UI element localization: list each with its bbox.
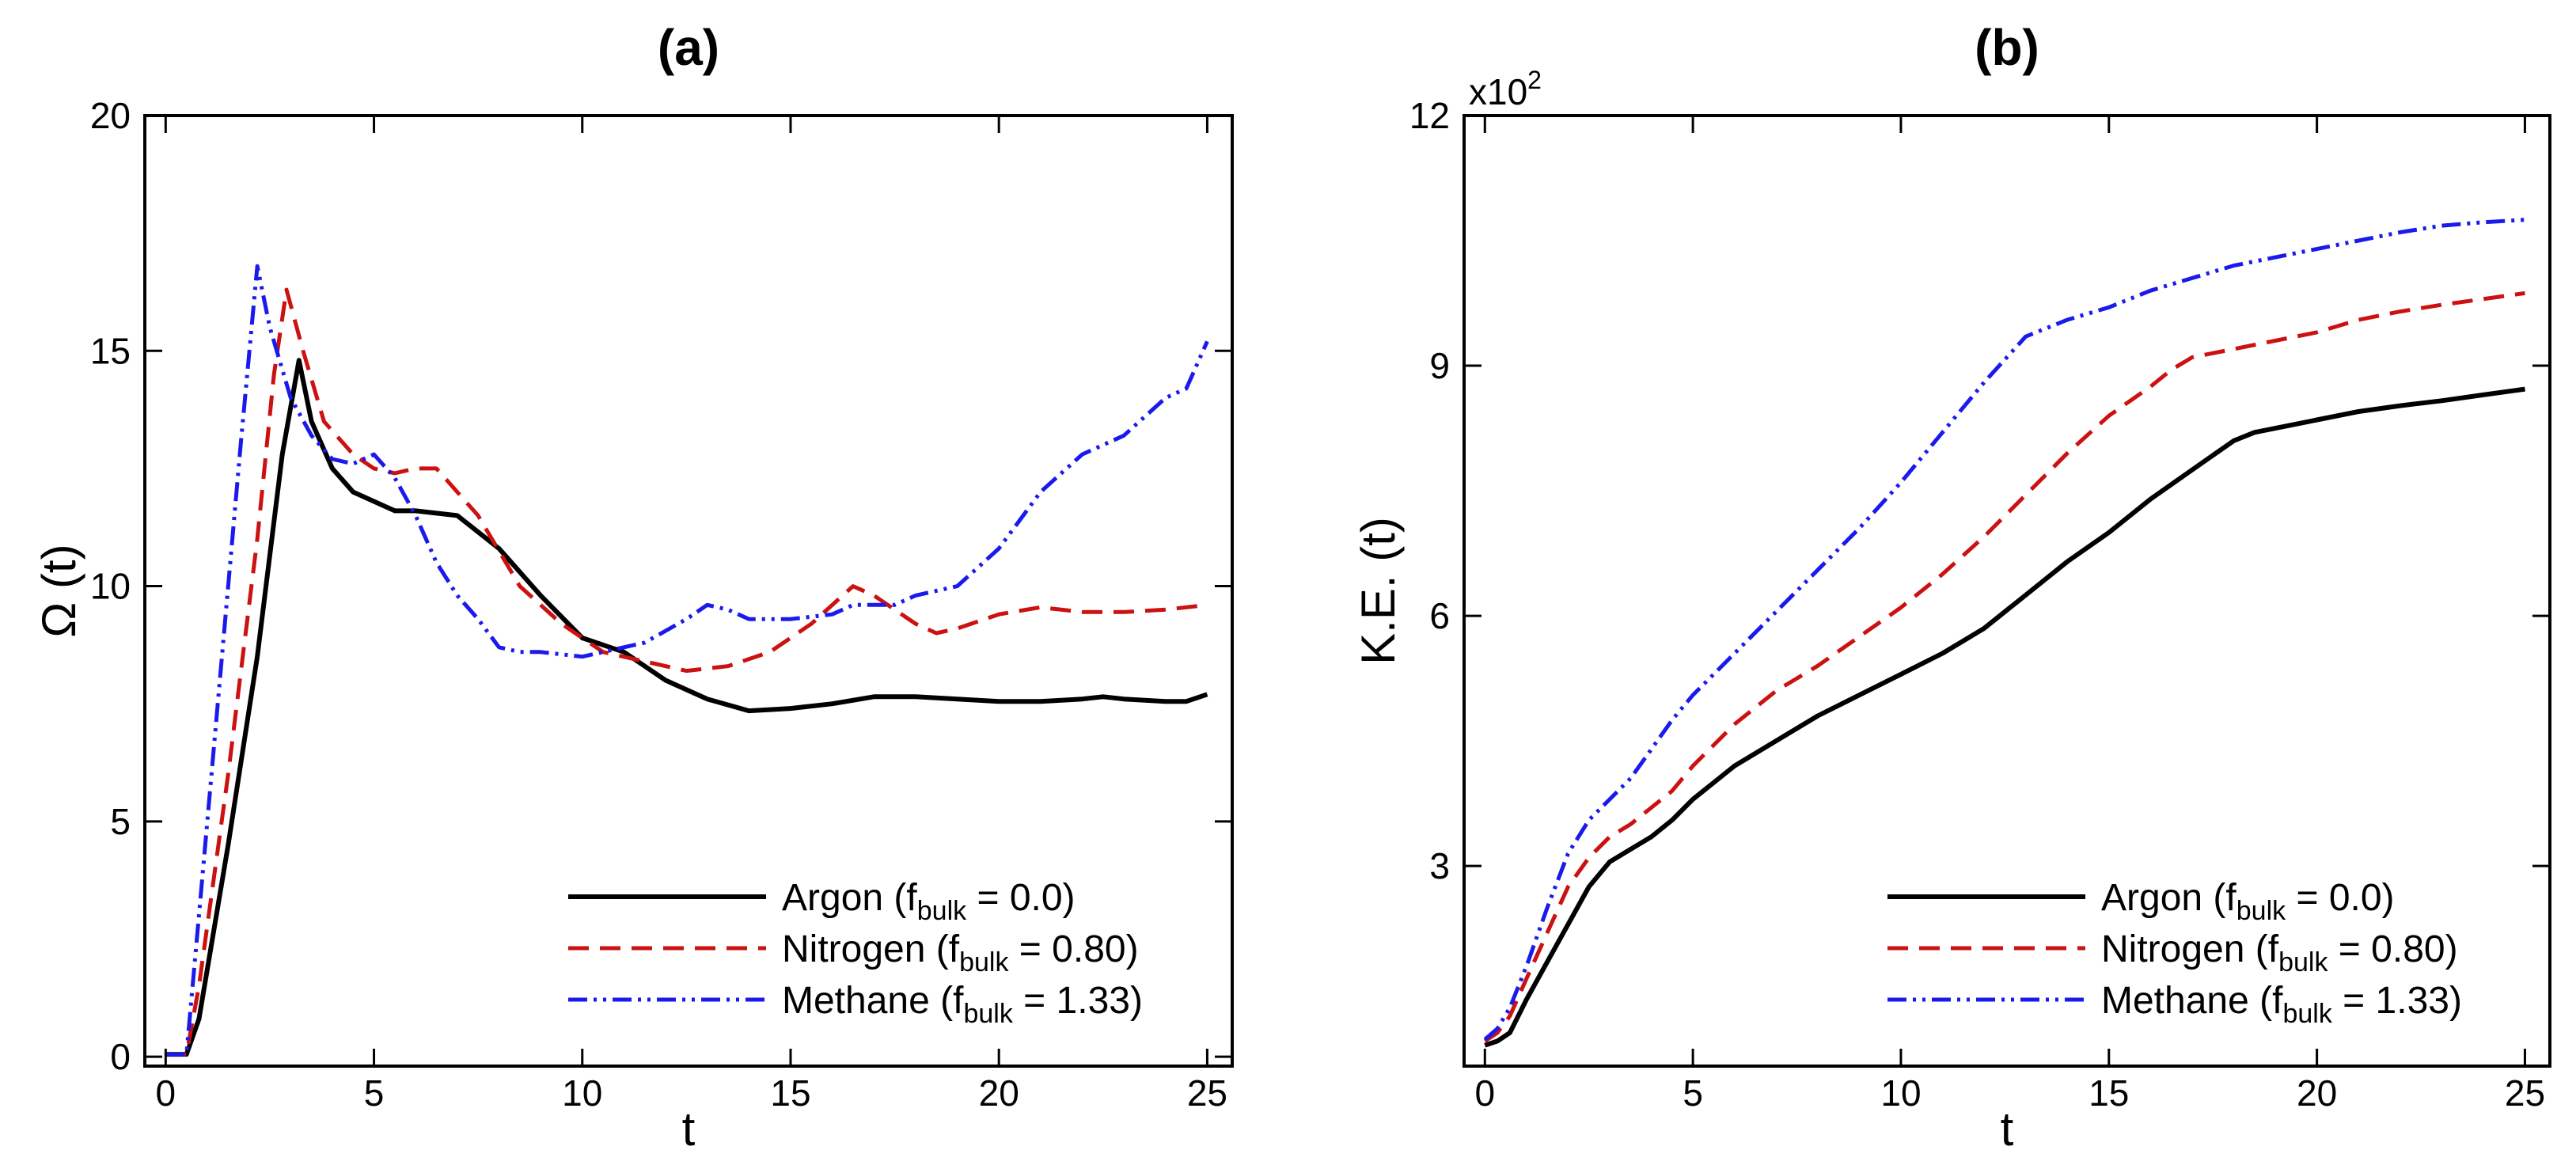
x-tick-label: 15: [2088, 1072, 2129, 1114]
legend-label-subscript: bulk: [2282, 999, 2332, 1029]
y-tick-label: 12: [1409, 95, 1450, 136]
y-tick-label: 0: [110, 1036, 131, 1077]
y-tick-label: 3: [1429, 845, 1450, 886]
chart-title: (a): [658, 19, 719, 76]
legend-label-subscript: bulk: [2278, 947, 2328, 977]
legend-label-subscript: bulk: [2236, 896, 2286, 926]
plot-frame: [143, 114, 1234, 1068]
x-tick-label: 20: [979, 1072, 1019, 1114]
legend-label-main: Methane (f: [782, 980, 964, 1022]
y-axis-title: Ω (t): [32, 544, 85, 637]
x-tick-label: 10: [562, 1072, 602, 1114]
multiplier-base: x10: [1469, 71, 1527, 112]
axis-multiplier: x102: [1469, 66, 1542, 112]
x-tick-label: 0: [1474, 1072, 1495, 1114]
legend-label-subscript: bulk: [959, 947, 1009, 977]
series-line-methane: [1483, 218, 2525, 1042]
x-tick-label: 20: [2297, 1072, 2337, 1114]
panel-a: (a) 0 5 10 15 20 25 0 5 10 15 20 t Ω (t) Argon (fbulk …: [32, 19, 1234, 1156]
y-axis-title: K.E. (t): [1352, 517, 1405, 665]
series-line-argon: [165, 358, 1208, 1057]
legend-label: Methane (fbulk = 1.33): [782, 980, 1143, 1029]
y-tick-label: 5: [110, 801, 131, 842]
y-tick-label: 10: [90, 566, 131, 607]
legend-label-subscript: bulk: [963, 999, 1013, 1029]
legend-label-main: Argon (f: [2101, 877, 2236, 919]
chart-title: (b): [1975, 19, 2039, 76]
legend-label-rest: = 1.33): [1013, 980, 1143, 1022]
x-tick-label: 10: [1880, 1072, 1921, 1114]
x-tick-label: 5: [364, 1072, 385, 1114]
y-tick-label: 15: [90, 330, 131, 371]
y-tick-label: 9: [1429, 345, 1450, 386]
x-axis-title: t: [2001, 1103, 2014, 1156]
legend-label-rest: = 0.0): [966, 877, 1075, 919]
legend-label-subscript: bulk: [917, 896, 967, 926]
legend-label-rest: = 0.0): [2286, 877, 2394, 919]
legend-label: Nitrogen (fbulk = 0.80): [782, 928, 1139, 977]
legend-label-rest: = 0.80): [2328, 928, 2457, 970]
series-line-methane: [165, 264, 1209, 1057]
series-line-nitrogen: [1483, 290, 2525, 1043]
x-tick-label: 5: [1683, 1072, 1703, 1114]
legend-label: Methane (fbulk = 1.33): [2101, 980, 2462, 1029]
series-line-argon: [1484, 386, 2525, 1048]
y-tick-label: 20: [90, 95, 131, 136]
x-tick-label: 25: [1187, 1072, 1227, 1114]
series-line-nitrogen: [165, 287, 1208, 1057]
plot-frame: [1463, 114, 2551, 1068]
legend-label: Argon (fbulk = 0.0): [782, 877, 1076, 926]
legend-label-main: Nitrogen (f: [2101, 928, 2279, 970]
legend-label-main: Methane (f: [2101, 980, 2283, 1022]
legend-label: Nitrogen (fbulk = 0.80): [2101, 928, 2458, 977]
legend-label-main: Nitrogen (f: [782, 928, 960, 970]
x-tick-label: 15: [770, 1072, 810, 1114]
legend-label-rest: = 1.33): [2332, 980, 2462, 1022]
multiplier-exponent: 2: [1527, 66, 1542, 94]
legend-label: Argon (fbulk = 0.0): [2101, 877, 2395, 926]
x-axis-title: t: [682, 1103, 696, 1156]
x-tick-label: 25: [2505, 1072, 2545, 1114]
x-tick-label: 0: [156, 1072, 176, 1114]
legend-label-rest: = 0.80): [1008, 928, 1138, 970]
legend-label-main: Argon (f: [782, 877, 917, 919]
y-tick-label: 6: [1429, 595, 1450, 636]
